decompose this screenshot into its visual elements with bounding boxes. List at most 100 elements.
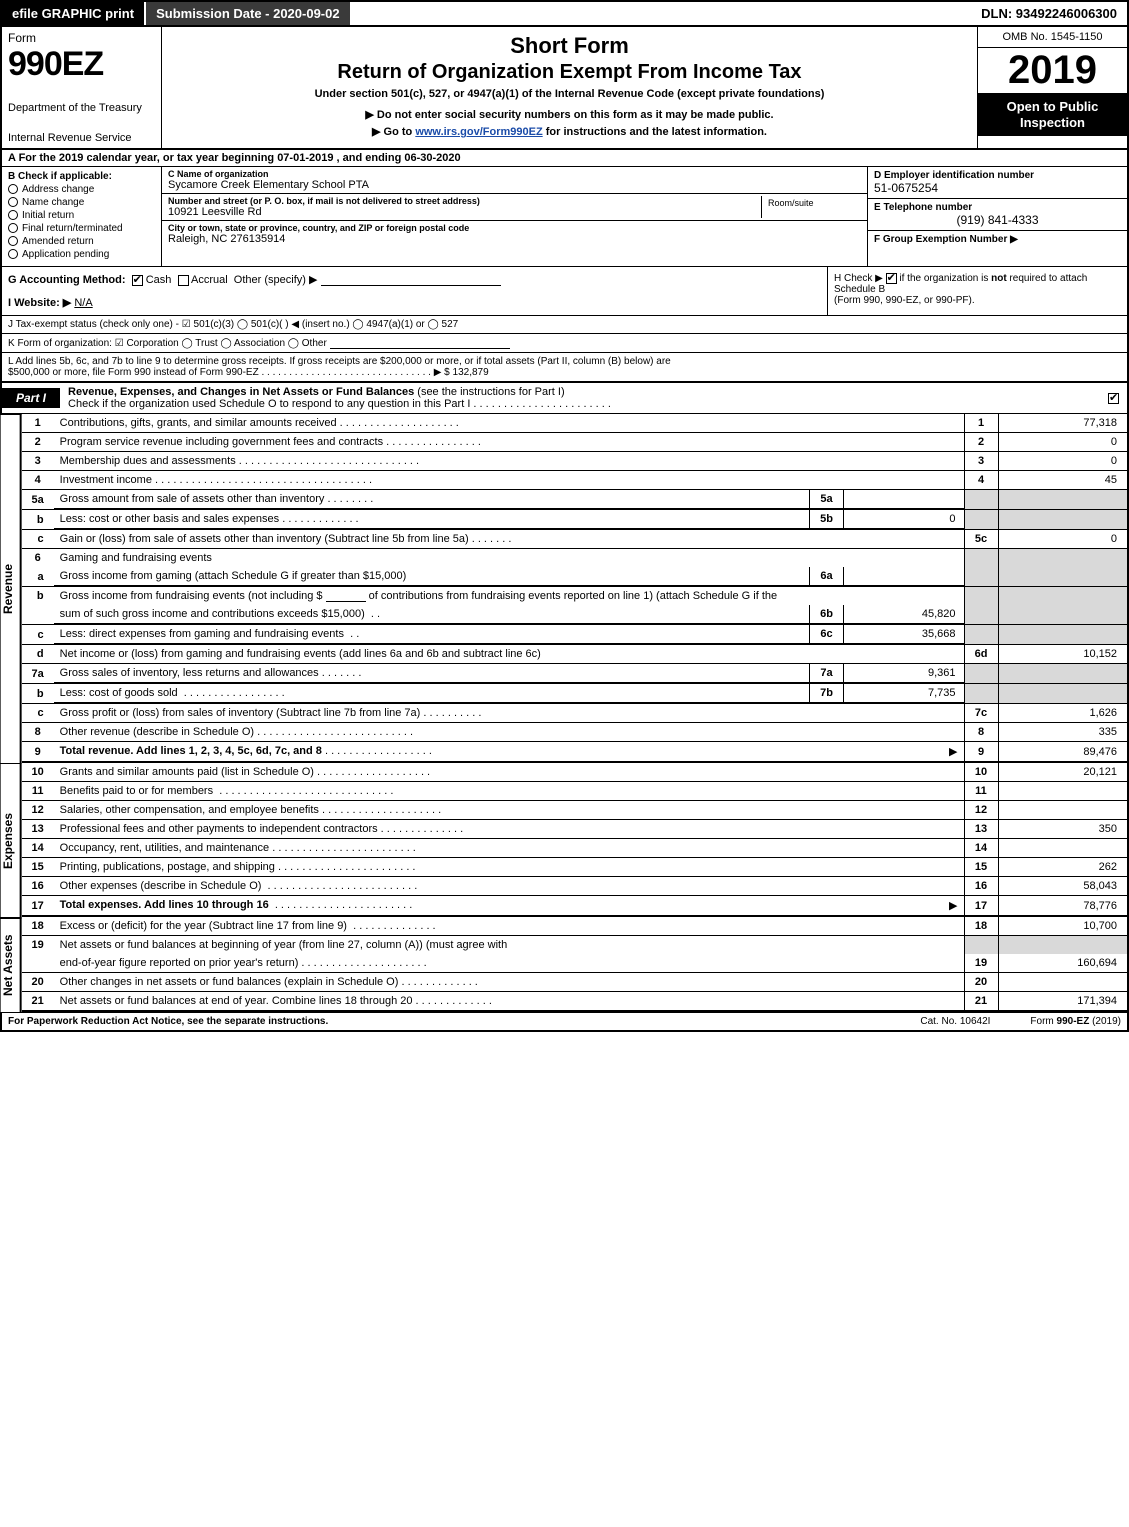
goto-post: for instructions and the latest informat… xyxy=(543,126,767,138)
row-5b: bLess: cost or other basis and sales exp… xyxy=(22,510,1128,530)
l-gross-receipts: L Add lines 5b, 6c, and 7b to line 9 to … xyxy=(0,353,1129,383)
header-right: OMB No. 1545-1150 2019 Open to Public In… xyxy=(977,27,1127,148)
part-1-label: Part I xyxy=(2,388,60,408)
chk-schedule-b[interactable] xyxy=(886,273,897,284)
chk-amended-return[interactable]: Amended return xyxy=(8,236,155,247)
chk-initial-return[interactable]: Initial return xyxy=(8,210,155,221)
net-assets-section: Net Assets 18Excess or (deficit) for the… xyxy=(0,917,1129,1012)
other-label: Other (specify) ▶ xyxy=(234,274,318,286)
revenue-table: 1Contributions, gifts, grants, and simil… xyxy=(22,414,1129,763)
row-10: 10Grants and similar amounts paid (list … xyxy=(22,763,1128,782)
row-7a: 7aGross sales of inventory, less returns… xyxy=(22,664,1128,684)
accrual-label: Accrual xyxy=(191,274,228,286)
row-6c: cLess: direct expenses from gaming and f… xyxy=(22,625,1128,645)
part-1-schedule-o-checkbox[interactable] xyxy=(1108,393,1119,404)
row-3: 3Membership dues and assessments . . . .… xyxy=(22,452,1128,471)
revenue-vlabel: Revenue xyxy=(0,414,22,763)
g-label: G Accounting Method: xyxy=(8,274,126,286)
street-value: 10921 Leesville Rd xyxy=(168,206,761,218)
net-assets-vlabel: Net Assets xyxy=(0,917,22,1012)
chk-address-change[interactable]: Address change xyxy=(8,184,155,195)
phone-label: E Telephone number xyxy=(874,202,1121,213)
k-text: K Form of organization: ☑ Corporation ◯ … xyxy=(8,338,327,349)
row-7b: bLess: cost of goods sold . . . . . . . … xyxy=(22,684,1128,704)
part-1-title-bold: Revenue, Expenses, and Changes in Net As… xyxy=(68,386,414,398)
room-suite: Room/suite xyxy=(761,196,861,218)
row-6: 6Gaming and fundraising events xyxy=(22,549,1128,568)
form-number: 990EZ xyxy=(8,45,155,84)
col-b-header: B Check if applicable: xyxy=(8,171,155,182)
chk-final-return[interactable]: Final return/terminated xyxy=(8,223,155,234)
irs-link[interactable]: www.irs.gov/Form990EZ xyxy=(415,126,542,138)
col-d-ein-phone: D Employer identification number 51-0675… xyxy=(867,167,1127,266)
gh-row: G Accounting Method: Cash Accrual Other … xyxy=(0,267,1129,316)
tax-year: 2019 xyxy=(978,48,1127,93)
expenses-section: Expenses 10Grants and similar amounts pa… xyxy=(0,763,1129,917)
i-website-label: I Website: ▶ xyxy=(8,297,71,309)
row-1: 1Contributions, gifts, grants, and simil… xyxy=(22,414,1128,433)
row-17: 17Total expenses. Add lines 10 through 1… xyxy=(22,896,1128,917)
org-name-label: C Name of organization xyxy=(168,169,861,179)
row-14: 14Occupancy, rent, utilities, and mainte… xyxy=(22,839,1128,858)
net-assets-table: 18Excess or (deficit) for the year (Subt… xyxy=(22,917,1129,1012)
info-block: B Check if applicable: Address change Na… xyxy=(0,167,1129,267)
chk-cash[interactable] xyxy=(132,275,143,286)
row-8: 8Other revenue (describe in Schedule O) … xyxy=(22,723,1128,742)
form-ref: Form 990-EZ (2019) xyxy=(1030,1016,1121,1027)
row-2: 2Program service revenue including gover… xyxy=(22,433,1128,452)
h-text-3: (Form 990, 990-EZ, or 990-PF). xyxy=(834,295,975,306)
submission-date: Submission Date - 2020-09-02 xyxy=(144,2,350,25)
header-center: Short Form Return of Organization Exempt… xyxy=(162,27,977,148)
omb-number: OMB No. 1545-1150 xyxy=(978,27,1127,48)
row-13: 13Professional fees and other payments t… xyxy=(22,820,1128,839)
h-schedule-b: H Check ▶ if the organization is not req… xyxy=(827,267,1127,315)
city-value: Raleigh, NC 276135914 xyxy=(168,233,861,245)
expenses-table: 10Grants and similar amounts paid (list … xyxy=(22,763,1129,917)
l-line1: L Add lines 5b, 6c, and 7b to line 9 to … xyxy=(8,356,1121,367)
row-6b-1: bGross income from fundraising events (n… xyxy=(22,587,1128,606)
j-tax-exempt: J Tax-exempt status (check only one) - ☑… xyxy=(0,316,1129,334)
row-19-1: 19Net assets or fund balances at beginni… xyxy=(22,936,1128,955)
dept-treasury: Department of the Treasury xyxy=(8,102,155,114)
paperwork-notice: For Paperwork Reduction Act Notice, see … xyxy=(8,1016,880,1027)
open-public-inspection: Open to Public Inspection xyxy=(978,93,1127,136)
cash-label: Cash xyxy=(146,274,172,286)
other-specify-input[interactable] xyxy=(321,274,501,286)
warning-ssn: ▶ Do not enter social security numbers o… xyxy=(172,108,967,121)
part-1-checkbox-cell xyxy=(1100,389,1127,407)
row-21: 21Net assets or fund balances at end of … xyxy=(22,992,1128,1012)
part-1-title: Revenue, Expenses, and Changes in Net As… xyxy=(60,383,1100,413)
top-bar: efile GRAPHIC print Submission Date - 20… xyxy=(0,0,1129,27)
chk-accrual[interactable] xyxy=(178,275,189,286)
k-other-input[interactable] xyxy=(330,337,510,349)
line-a-tax-year: A For the 2019 calendar year, or tax yea… xyxy=(0,150,1129,167)
chk-application-pending[interactable]: Application pending xyxy=(8,249,155,260)
form-word: Form xyxy=(8,31,155,45)
dept-irs: Internal Revenue Service xyxy=(8,132,155,144)
chk-name-change[interactable]: Name change xyxy=(8,197,155,208)
cat-no: Cat. No. 10642I xyxy=(920,1016,990,1027)
part-1-check-line: Check if the organization used Schedule … xyxy=(68,398,611,410)
row-7c: cGross profit or (loss) from sales of in… xyxy=(22,704,1128,723)
efile-print-btn[interactable]: efile GRAPHIC print xyxy=(2,2,144,25)
line6b-contrib-input[interactable] xyxy=(326,590,366,602)
row-15: 15Printing, publications, postage, and s… xyxy=(22,858,1128,877)
goto-link-line: ▶ Go to www.irs.gov/Form990EZ for instru… xyxy=(172,125,967,138)
row-16: 16Other expenses (describe in Schedule O… xyxy=(22,877,1128,896)
g-accounting: G Accounting Method: Cash Accrual Other … xyxy=(2,267,827,315)
street-label: Number and street (or P. O. box, if mail… xyxy=(168,196,761,206)
dln-number: DLN: 93492246006300 xyxy=(971,2,1127,25)
goto-pre: ▶ Go to xyxy=(372,126,415,138)
row-4: 4Investment income . . . . . . . . . . .… xyxy=(22,471,1128,490)
revenue-section: Revenue 1Contributions, gifts, grants, a… xyxy=(0,414,1129,763)
row-5a: 5aGross amount from sale of assets other… xyxy=(22,490,1128,510)
k-form-org: K Form of organization: ☑ Corporation ◯ … xyxy=(0,334,1129,353)
l-amount: 132,879 xyxy=(453,367,489,378)
row-9: 9Total revenue. Add lines 1, 2, 3, 4, 5c… xyxy=(22,742,1128,763)
subtitle-section: Under section 501(c), 527, or 4947(a)(1)… xyxy=(172,88,967,100)
ein-value: 51-0675254 xyxy=(874,181,1121,195)
h-check-label: H Check ▶ xyxy=(834,273,883,284)
ein-label: D Employer identification number xyxy=(874,170,1121,181)
row-18: 18Excess or (deficit) for the year (Subt… xyxy=(22,917,1128,936)
row-6a: aGross income from gaming (attach Schedu… xyxy=(22,567,1128,587)
